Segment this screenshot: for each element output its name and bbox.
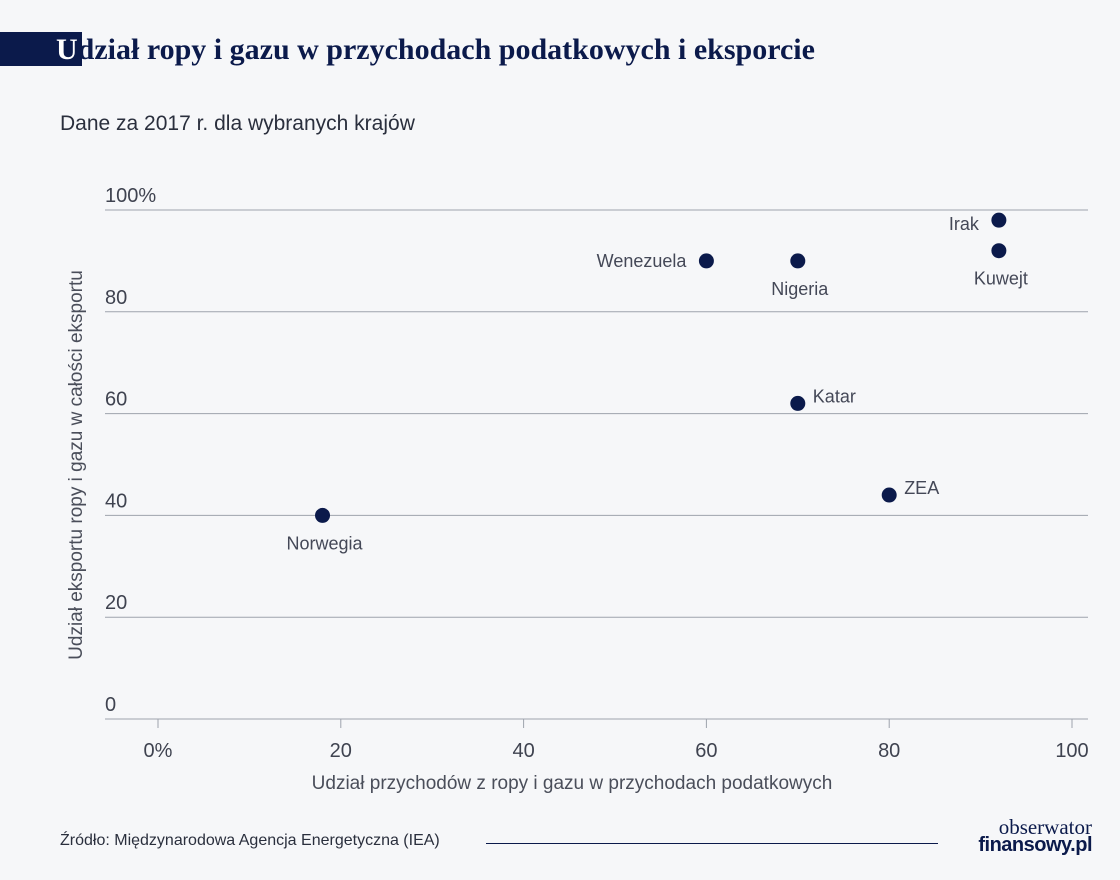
y-tick-label-40: 40 [105,490,127,512]
title-accent-bar [0,32,82,66]
y-axis-title: Udział eksportu ropy i gazu w całości ek… [66,270,87,660]
y-tick-label-60: 60 [105,389,127,411]
y-tick-label-100: 100% [105,185,156,207]
y-axis-tick-labels: 0 20 40 60 80 100% [105,185,156,716]
data-point-kuwejt [991,243,1007,259]
y-tick-label-20: 20 [105,592,127,614]
data-point-label-wenezuela: Wenezuela [597,251,688,271]
data-point-zea [881,487,897,503]
source-divider [486,843,938,844]
source-note: Źródło: Międzynarodowa Agencja Energetyc… [60,832,440,849]
x-tick-label-80: 80 [878,740,900,762]
y-tick-label-80: 80 [105,287,127,309]
data-point-katar [790,395,806,411]
data-points [315,212,1007,523]
y-tick-label-0: 0 [105,694,116,716]
data-point-norwegia [315,507,331,523]
data-point-label-norwegia: Norwegia [286,533,363,553]
x-axis-ticks [157,719,1073,728]
chart-title-first-letter: U [56,33,78,66]
data-point-labels: Irak Kuwejt Wenezuela Nigeria Katar ZEA Norweg… [286,214,1027,553]
chart-subtitle: Dane za 2017 r. dla wybranych krajów [60,112,415,135]
grid-layer [105,209,1088,720]
data-point-wenezuela [698,253,714,269]
x-tick-label-0: 0% [144,740,173,762]
logo-line-1: obserwator [998,815,1092,839]
data-point-label-zea: ZEA [904,478,939,498]
data-point-label-irak: Irak [949,214,980,234]
data-point-label-kuwejt: Kuwejt [974,269,1028,289]
chart-title-rest: dział ropy i gazu w przychodach podatkow… [77,33,815,66]
x-tick-label-100: 100 [1055,740,1088,762]
x-axis-tick-labels: 0% 20 40 60 80 100 [144,740,1089,762]
data-point-nigeria [790,253,806,269]
chart-title: Udział ropy i gazu w przychodach podatko… [56,30,815,70]
x-tick-label-60: 60 [695,740,717,762]
data-point-label-nigeria: Nigeria [771,279,829,299]
x-tick-label-20: 20 [330,740,352,762]
x-axis-title: Udział przychodów z ropy i gazu w przych… [312,773,833,794]
data-point-irak [991,212,1007,228]
scatter-chart: 0 20 40 60 80 100% 0% 20 40 60 80 100 Irak Kuwejt We… [66,185,1089,794]
logo-line-2: finansowy.pl [978,834,1092,856]
publisher-logo: obserwator finansowy.pl [952,815,1092,856]
data-point-label-katar: Katar [813,386,856,406]
x-tick-label-40: 40 [512,740,534,762]
